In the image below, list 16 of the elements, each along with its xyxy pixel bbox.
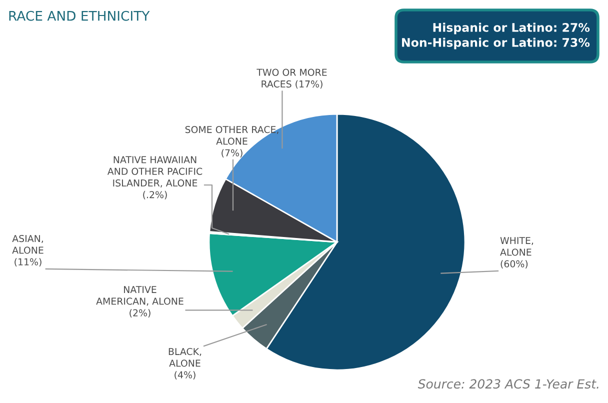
slice-label: TWO OR MORE RACES (17%): [256, 68, 327, 89]
data-label: (4%): [174, 371, 196, 380]
slice-label: BLACK, ALONE: [168, 348, 202, 367]
data-label: (.2%): [143, 190, 167, 200]
slice-label: NATIVE AMERICAN, ALONE: [96, 286, 184, 306]
source-note: Source: 2023 ACS 1-Year Est.: [418, 379, 598, 389]
slice-label: SOME OTHER RACE, ALONE: [185, 126, 278, 145]
slice-label: NATIVE HAWAIIAN AND OTHER PACIFIC ISLANDER, ALONE: [107, 156, 202, 188]
data-label: (2%): [130, 309, 150, 318]
chart-title: RACE AND ETHNICITY: [9, 10, 150, 21]
slice-label: WHITE, ALONE: [500, 237, 534, 256]
text: Hispanic or Latino: 27% Non-Hispanic or Latino: 73%: [402, 22, 590, 50]
data-label: (7%): [222, 149, 242, 158]
slice-label: ASIAN, ALONE: [12, 234, 44, 254]
data-label: (60%): [500, 260, 528, 269]
data-label: (11%): [14, 258, 42, 267]
